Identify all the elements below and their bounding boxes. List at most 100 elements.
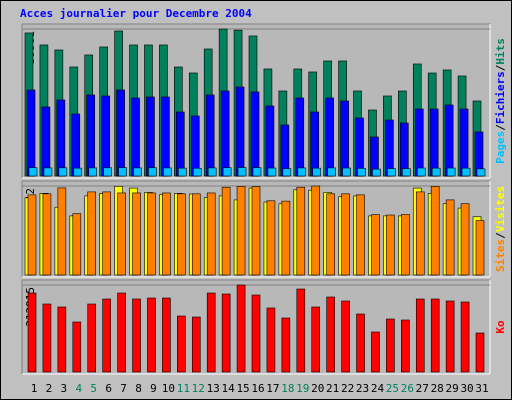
bar xyxy=(162,192,171,276)
bar xyxy=(56,99,66,177)
x-tick-label: 19 xyxy=(296,382,309,395)
bar xyxy=(237,167,247,177)
legend-entry: Pages xyxy=(494,131,507,164)
bar xyxy=(372,168,381,177)
bar xyxy=(42,193,52,276)
bar xyxy=(42,303,52,373)
bar xyxy=(356,313,365,373)
bar xyxy=(445,300,455,373)
bar xyxy=(326,296,335,373)
bar xyxy=(355,117,364,177)
bar xyxy=(444,104,454,177)
bar xyxy=(147,192,156,276)
bar xyxy=(147,297,156,373)
bar xyxy=(27,292,37,373)
bar xyxy=(385,119,394,177)
x-tick-label: 10 xyxy=(162,382,175,395)
bar xyxy=(266,307,276,373)
x-tick-label: 13 xyxy=(207,382,220,395)
bar xyxy=(133,167,142,177)
legend-entry: Sites xyxy=(494,239,507,272)
bar xyxy=(327,167,336,177)
bar xyxy=(460,301,470,373)
legend-entry: Ko xyxy=(494,320,507,334)
x-tick-label: 12 xyxy=(192,382,205,395)
x-tick-label: 2 xyxy=(46,382,53,395)
bar xyxy=(148,167,157,177)
bar xyxy=(57,306,67,373)
bar xyxy=(371,214,380,276)
bar xyxy=(87,303,97,373)
bar xyxy=(88,167,98,177)
bar xyxy=(342,167,351,177)
bar xyxy=(222,167,232,177)
bar xyxy=(251,186,261,276)
bar xyxy=(221,186,231,276)
bar xyxy=(296,288,306,373)
bar xyxy=(371,331,380,373)
bar xyxy=(58,167,68,177)
x-tick-label: 22 xyxy=(341,382,354,395)
bar xyxy=(43,167,53,177)
x-tick-label: 21 xyxy=(326,382,339,395)
bar xyxy=(72,321,82,373)
legend: Ko xyxy=(494,320,507,334)
bar xyxy=(400,122,409,177)
legend-separator: / xyxy=(494,232,507,239)
bar xyxy=(191,193,201,276)
bar xyxy=(312,167,322,177)
bar xyxy=(311,185,321,276)
bar xyxy=(118,167,127,177)
bar xyxy=(414,108,424,177)
bar xyxy=(41,106,51,177)
bar xyxy=(401,319,410,373)
bar xyxy=(177,315,186,373)
bar xyxy=(325,97,334,177)
bar xyxy=(161,96,170,177)
x-tick-label: 14 xyxy=(222,382,236,395)
x-tick-label: 11 xyxy=(177,382,190,395)
x-tick-label: 18 xyxy=(281,382,294,395)
bar xyxy=(102,298,111,373)
bar xyxy=(415,298,425,373)
bar xyxy=(446,167,456,177)
bar xyxy=(459,108,469,177)
bar xyxy=(87,191,97,276)
bar xyxy=(117,292,126,373)
legend-entry: Visites xyxy=(494,186,507,232)
x-tick-label: 28 xyxy=(431,382,444,395)
x-tick-label: 3 xyxy=(61,382,68,395)
bar xyxy=(207,167,217,177)
bar xyxy=(190,115,200,177)
bar xyxy=(235,86,245,177)
legend: Pages/Fichiers/Hits xyxy=(494,38,507,164)
bar xyxy=(28,167,38,177)
bar xyxy=(192,167,202,177)
x-tick-label: 5 xyxy=(90,382,97,395)
x-tick-label: 17 xyxy=(266,382,279,395)
bar xyxy=(460,203,470,276)
bar xyxy=(341,300,350,373)
legend-separator: / xyxy=(494,64,507,71)
x-tick-label: 7 xyxy=(120,382,127,395)
bar xyxy=(178,167,187,177)
x-tick-label: 8 xyxy=(135,382,142,395)
bar xyxy=(310,111,320,177)
bar xyxy=(102,191,111,276)
x-tick-label: 23 xyxy=(356,382,369,395)
bar xyxy=(282,168,292,177)
bar xyxy=(116,89,125,177)
bar xyxy=(251,294,261,373)
bar xyxy=(429,108,439,177)
bar xyxy=(205,94,215,177)
x-tick-label: 1 xyxy=(31,382,38,395)
x-tick-label: 26 xyxy=(401,382,414,395)
bar xyxy=(220,90,230,177)
legend: Sites/Visites xyxy=(494,186,507,272)
bar xyxy=(26,89,36,177)
bar xyxy=(101,95,110,177)
bar xyxy=(86,94,96,177)
bar xyxy=(265,105,275,177)
bar xyxy=(236,186,246,276)
bar xyxy=(117,192,126,276)
